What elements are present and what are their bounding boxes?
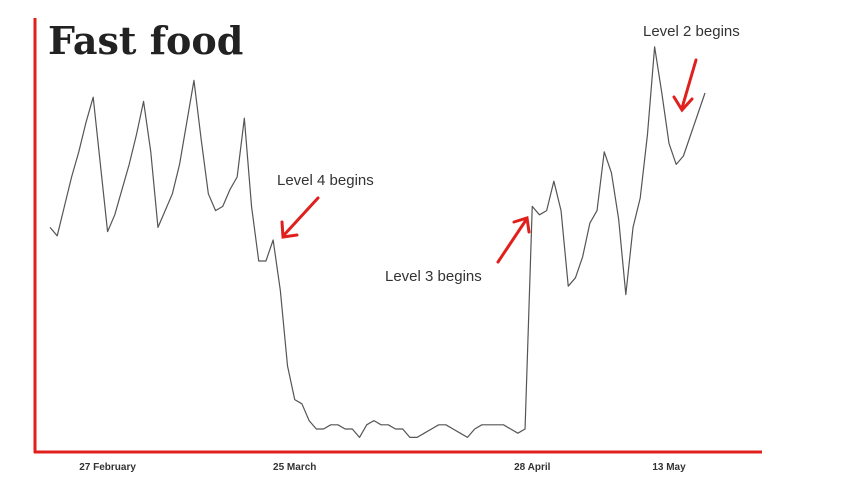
arrow-head [280, 220, 299, 239]
arrow-head [512, 216, 531, 234]
annotation: Level 2 begins [643, 23, 740, 40]
arrow [496, 218, 528, 264]
arrow [680, 58, 698, 110]
x-tick-label: 25 March [273, 462, 316, 473]
annotation: Level 4 begins [277, 172, 374, 189]
arrows [280, 58, 698, 264]
x-tick-label: 28 April [514, 462, 551, 473]
x-tick-label: 13 May [652, 462, 686, 473]
data-line [49, 46, 706, 438]
arrow [282, 196, 320, 237]
arrow-head [672, 95, 694, 113]
x-tick-label: 27 February [79, 462, 136, 473]
chart-title: Fast food [48, 18, 243, 63]
annotation: Level 3 begins [385, 268, 482, 285]
